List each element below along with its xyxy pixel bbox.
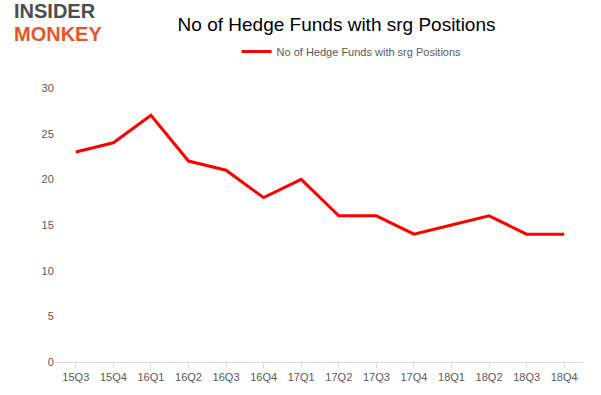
svg-text:25: 25 xyxy=(42,128,54,140)
svg-text:16Q1: 16Q1 xyxy=(137,371,164,383)
svg-text:15Q4: 15Q4 xyxy=(100,371,127,383)
svg-text:10: 10 xyxy=(42,265,54,277)
svg-text:17Q4: 17Q4 xyxy=(400,371,427,383)
svg-text:15: 15 xyxy=(42,219,54,231)
svg-text:17Q3: 17Q3 xyxy=(363,371,390,383)
svg-text:30: 30 xyxy=(42,82,54,94)
svg-text:0: 0 xyxy=(48,356,54,368)
svg-text:No of Hedge Funds with srg Pos: No of Hedge Funds with srg Positions xyxy=(178,14,496,35)
svg-text:18Q4: 18Q4 xyxy=(551,371,578,383)
svg-text:MONKEY: MONKEY xyxy=(14,23,102,45)
svg-text:18Q3: 18Q3 xyxy=(513,371,540,383)
svg-text:18Q2: 18Q2 xyxy=(476,371,503,383)
svg-text:16Q3: 16Q3 xyxy=(213,371,240,383)
svg-text:18Q1: 18Q1 xyxy=(438,371,465,383)
svg-text:20: 20 xyxy=(42,173,54,185)
svg-text:INSIDER: INSIDER xyxy=(14,0,96,22)
svg-text:16Q4: 16Q4 xyxy=(250,371,277,383)
svg-text:No of Hedge Funds with srg Pos: No of Hedge Funds with srg Positions xyxy=(277,46,462,58)
svg-text:16Q2: 16Q2 xyxy=(175,371,202,383)
svg-text:5: 5 xyxy=(48,310,54,322)
svg-text:17Q1: 17Q1 xyxy=(288,371,315,383)
svg-text:17Q2: 17Q2 xyxy=(325,371,352,383)
svg-text:15Q3: 15Q3 xyxy=(62,371,89,383)
